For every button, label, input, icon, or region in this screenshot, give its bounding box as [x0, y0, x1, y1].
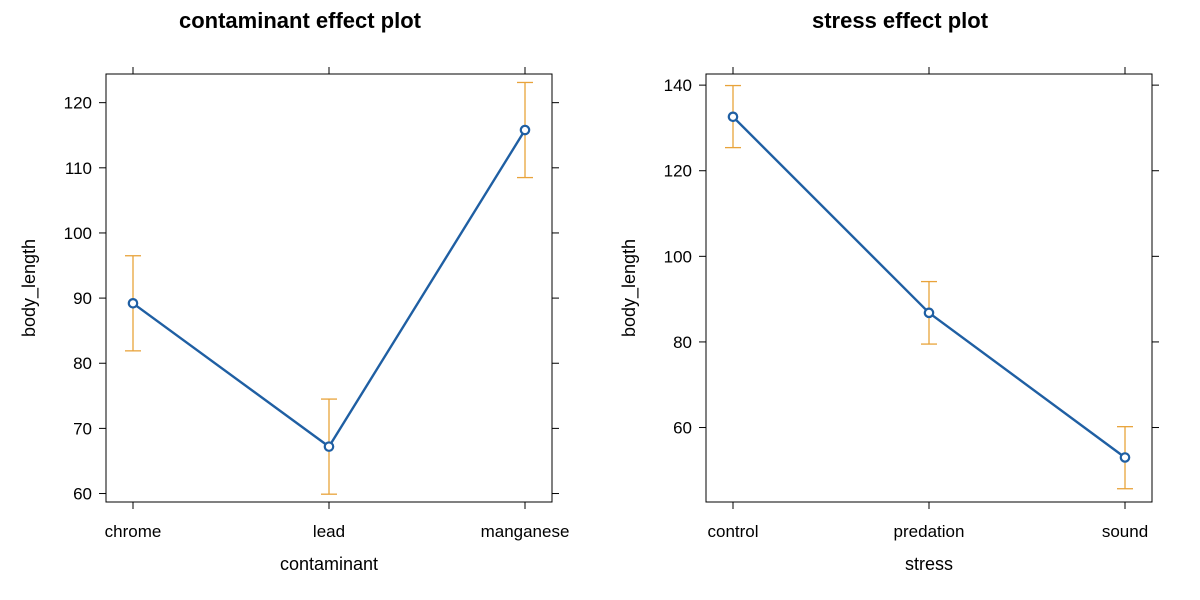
- tick-marks: [99, 67, 559, 509]
- x-tick-label: lead: [313, 522, 345, 541]
- data-point: [127, 298, 139, 309]
- data-point: [519, 124, 531, 136]
- tick-labels: control predation sound 60 80 100 120 140: [664, 76, 1149, 541]
- y-tick-label: 120: [664, 162, 692, 181]
- tick-marks: [699, 67, 1159, 509]
- y-axis-label: body_length: [619, 239, 640, 337]
- x-axis-label: stress: [905, 554, 953, 574]
- y-tick-label: 70: [73, 419, 92, 438]
- x-tick-label: sound: [1102, 522, 1148, 541]
- y-tick-label: 80: [73, 354, 92, 373]
- y-tick-label: 60: [673, 419, 692, 438]
- y-tick-label: 100: [664, 247, 692, 266]
- chart-title: contaminant effect plot: [179, 8, 422, 33]
- tick-labels: chrome lead manganese 60 70 80 90 100 110 120: [64, 94, 570, 541]
- x-tick-label: control: [707, 522, 758, 541]
- contaminant-effect-panel: contaminant effect plot chrome lead mangan…: [19, 8, 569, 574]
- y-tick-label: 140: [664, 76, 692, 95]
- chart-title: stress effect plot: [812, 8, 989, 33]
- y-tick-label: 90: [73, 289, 92, 308]
- data-marks: [125, 81, 533, 495]
- y-tick-label: 120: [64, 94, 92, 113]
- data-point: [1119, 452, 1131, 463]
- y-tick-label: 80: [673, 333, 692, 352]
- data-point: [727, 111, 739, 123]
- y-axis-label: body_length: [19, 239, 40, 337]
- data-marks: [725, 84, 1133, 490]
- data-point: [323, 441, 335, 452]
- x-axis-label: contaminant: [280, 554, 378, 574]
- x-tick-label: chrome: [105, 522, 162, 541]
- stress-effect-panel: stress effect plot control predation sound…: [619, 8, 1159, 574]
- x-tick-label: predation: [894, 522, 965, 541]
- x-tick-label: manganese: [481, 522, 570, 541]
- y-tick-label: 60: [73, 485, 92, 504]
- y-tick-label: 100: [64, 224, 92, 243]
- y-tick-label: 110: [65, 159, 92, 178]
- data-point: [923, 307, 935, 319]
